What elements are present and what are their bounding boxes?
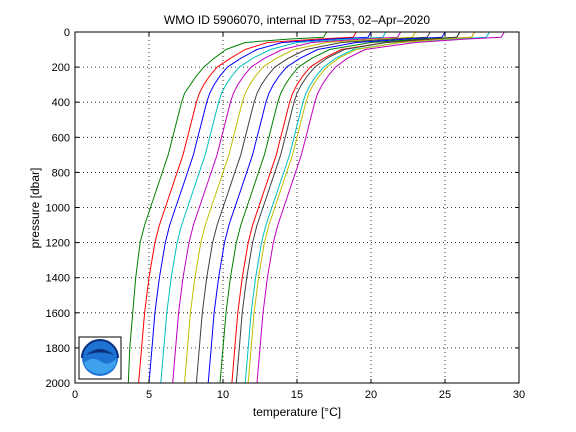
- profile-line-13: [247, 31, 476, 384]
- profile-line-4: [160, 31, 387, 384]
- x-tick-label: 30: [513, 389, 525, 401]
- x-axis-label: temperature [°C]: [253, 405, 341, 419]
- profile-line-1: [127, 31, 328, 384]
- y-axis-label: pressure [dbar]: [28, 168, 42, 249]
- logo-bird: [86, 349, 114, 355]
- y-tick-label: 1400: [46, 273, 70, 285]
- y-tick-label: 400: [52, 97, 70, 109]
- y-tick-label: 1600: [46, 308, 70, 320]
- x-tick-label: 20: [365, 389, 377, 401]
- logo-ring: [81, 339, 119, 359]
- y-tick-label: 600: [52, 132, 70, 144]
- y-tick-label: 1200: [46, 238, 70, 250]
- profile-line-9: [219, 31, 461, 384]
- y-tick-label: 2000: [46, 378, 70, 390]
- y-tick-label: 200: [52, 62, 70, 74]
- logo-wave: [84, 358, 116, 374]
- profile-line-3: [148, 31, 372, 384]
- y-tick-label: 0: [64, 27, 70, 39]
- profile-line-7: [195, 31, 431, 384]
- profile-line-5: [172, 31, 402, 384]
- x-tick-label: 15: [291, 389, 303, 401]
- y-tick-label: 1800: [46, 343, 70, 355]
- y-tick-label: 1000: [46, 203, 70, 215]
- series-lines: [127, 31, 505, 384]
- x-tick-label: 5: [146, 389, 152, 401]
- axis-ticks: 0 5 10 15 20 25 30 0 200 400 600 800 1000 1200 1400 160…: [46, 27, 526, 401]
- chart-title: WMO ID 5906070, internal ID 7753, 02–Apr…: [164, 13, 430, 27]
- profile-line-2: [138, 31, 357, 384]
- x-tick-label: 0: [72, 389, 78, 401]
- x-tick-label: 25: [439, 389, 451, 401]
- noaa-logo: [78, 336, 122, 380]
- profile-line-8: [207, 31, 446, 384]
- profile-line-12: [256, 31, 505, 384]
- x-tick-label: 10: [217, 389, 229, 401]
- profile-line-14: [235, 31, 461, 384]
- profile-line-6: [184, 31, 416, 384]
- grid: [75, 32, 519, 383]
- y-tick-label: 800: [52, 167, 70, 179]
